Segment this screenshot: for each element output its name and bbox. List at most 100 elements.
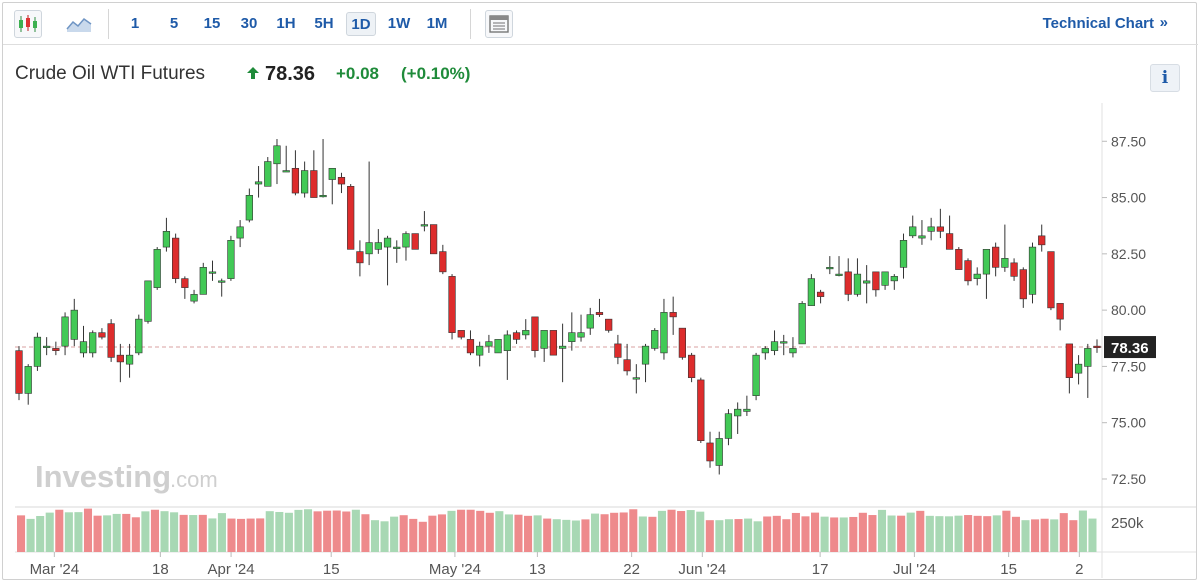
candle-body-down <box>844 271 852 295</box>
candle <box>485 334 493 353</box>
candle-body-up <box>190 294 198 302</box>
candle-body-up <box>863 280 871 284</box>
candle-body-up <box>503 334 511 351</box>
candle-body-down <box>429 224 438 255</box>
candle-body-down <box>678 327 687 358</box>
candle-body-down <box>411 233 419 250</box>
volume-bar <box>256 518 265 552</box>
timeframe-5h[interactable]: 5H <box>314 15 334 32</box>
candle <box>273 139 281 185</box>
volume-bar <box>351 509 360 552</box>
layout-icon[interactable] <box>485 10 513 38</box>
candle-body-up <box>1028 246 1037 295</box>
candle-body-down <box>936 226 944 232</box>
candle-body-up <box>577 332 585 338</box>
candle <box>964 258 972 286</box>
candlestick-icon[interactable] <box>14 10 42 38</box>
timeframe-1w[interactable]: 1W <box>387 15 411 32</box>
volume-bar <box>476 510 485 552</box>
volume-bar <box>265 511 274 552</box>
timeframe-1d[interactable]: 1D <box>346 12 376 36</box>
volume-bar <box>150 509 159 552</box>
timeframe-1[interactable]: 1 <box>130 15 140 32</box>
candle <box>558 323 567 383</box>
timeframe-1h[interactable]: 1H <box>276 15 296 32</box>
candle-body-up <box>881 271 889 286</box>
volume-bar <box>17 515 26 552</box>
volume-bar <box>93 515 102 552</box>
area-icon[interactable] <box>65 10 93 38</box>
candle-body-down <box>1047 251 1055 309</box>
volume-bar <box>342 511 351 552</box>
candle <box>1010 258 1018 281</box>
volume-bar <box>629 509 638 552</box>
candle <box>927 217 935 241</box>
timeframe-1m[interactable]: 1M <box>426 15 448 32</box>
candle <box>125 343 134 378</box>
candle <box>503 330 511 380</box>
candle <box>1047 251 1055 311</box>
candle-body-up <box>807 278 815 306</box>
candle-body-up <box>789 348 797 354</box>
volume-bar <box>26 518 35 552</box>
candle-body-up <box>522 330 530 336</box>
candle <box>218 278 226 297</box>
x-tick-label: 17 <box>812 561 829 578</box>
candle-body-up <box>651 330 659 349</box>
volume-bar <box>1011 516 1020 552</box>
candle-body-up <box>973 273 981 279</box>
candle <box>365 161 373 266</box>
timeframe-5[interactable]: 5 <box>169 15 179 32</box>
x-tick-label: Apr '24 <box>208 561 255 578</box>
candle <box>605 318 613 333</box>
info-button[interactable]: i <box>1150 64 1180 92</box>
price-change-percent: (+0.10%) <box>401 64 471 83</box>
candle-body-up <box>715 438 723 466</box>
candle-body-down <box>549 330 558 356</box>
candle <box>1056 303 1064 331</box>
volume-bar <box>715 520 724 552</box>
candle <box>752 352 760 401</box>
y-tick-label: 85.00 <box>1111 190 1146 206</box>
candle <box>254 166 263 198</box>
volume-bar <box>619 512 628 552</box>
candle <box>153 247 161 290</box>
candle-body-up <box>218 280 226 283</box>
volume-bar <box>782 519 791 552</box>
volume-bar <box>370 520 380 552</box>
candle-body-up <box>273 145 281 165</box>
x-tick-label: 15 <box>1000 561 1017 578</box>
candle-body-up <box>254 181 263 185</box>
candle-body-down <box>531 316 539 351</box>
technical-chart-link[interactable]: Technical Chart <box>1042 15 1154 32</box>
candle-body-up <box>374 242 382 250</box>
volume-bar <box>160 511 169 552</box>
candle <box>1074 355 1083 385</box>
chevron-right-icon[interactable]: » <box>1159 14 1168 31</box>
volume-bar <box>45 512 54 552</box>
candle <box>899 233 908 279</box>
candle <box>337 172 346 194</box>
volume-bar <box>696 511 705 552</box>
candle-body-down <box>172 237 180 279</box>
candle-body-up <box>798 303 806 345</box>
timeframe-15[interactable]: 15 <box>203 15 221 32</box>
volume-bar <box>275 511 284 552</box>
candle <box>1093 339 1101 353</box>
candle-body-up <box>125 354 134 365</box>
candle <box>835 256 843 277</box>
candle <box>632 364 640 394</box>
timeframe-30[interactable]: 30 <box>240 15 258 32</box>
candle <box>439 244 447 275</box>
candle <box>577 314 585 342</box>
x-tick-label: 18 <box>152 561 169 578</box>
volume-bar <box>399 515 408 552</box>
candle-body-up <box>761 348 769 354</box>
candle <box>1065 343 1073 394</box>
candle-body-down <box>669 312 677 318</box>
candle <box>734 402 742 434</box>
candle <box>798 301 806 345</box>
candle-body-up <box>899 240 908 268</box>
last-price: 78.36 <box>265 63 316 85</box>
